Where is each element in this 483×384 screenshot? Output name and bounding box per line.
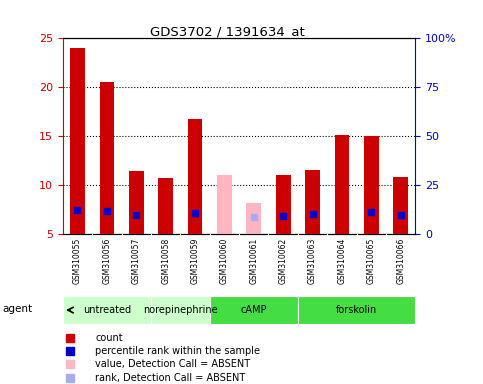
Bar — [63, 296, 151, 324]
Bar — [364, 136, 379, 234]
Bar — [217, 175, 232, 234]
Bar — [151, 296, 210, 324]
Text: GSM310062: GSM310062 — [279, 237, 288, 283]
Text: GSM310059: GSM310059 — [190, 237, 199, 284]
Text: GSM310055: GSM310055 — [73, 237, 82, 284]
Text: GSM310056: GSM310056 — [102, 237, 112, 284]
Text: GSM310064: GSM310064 — [338, 237, 346, 284]
Bar — [99, 83, 114, 234]
Text: GSM310057: GSM310057 — [132, 237, 141, 284]
Bar — [393, 177, 408, 234]
Text: agent: agent — [2, 304, 32, 314]
Text: untreated: untreated — [83, 305, 131, 315]
Text: GSM310058: GSM310058 — [161, 237, 170, 283]
Bar — [246, 203, 261, 234]
Bar — [158, 179, 173, 234]
Bar — [210, 296, 298, 324]
Text: count: count — [95, 333, 123, 343]
Text: rank, Detection Call = ABSENT: rank, Detection Call = ABSENT — [95, 372, 245, 382]
Bar — [188, 119, 202, 234]
Text: GSM310060: GSM310060 — [220, 237, 229, 284]
Bar — [298, 296, 415, 324]
Text: cAMP: cAMP — [241, 305, 267, 315]
Text: GSM310061: GSM310061 — [249, 237, 258, 283]
Bar — [276, 175, 290, 234]
Bar — [70, 48, 85, 234]
Text: value, Detection Call = ABSENT: value, Detection Call = ABSENT — [95, 359, 250, 369]
Text: GSM310066: GSM310066 — [396, 237, 405, 284]
Text: GSM310065: GSM310065 — [367, 237, 376, 284]
Text: forskolin: forskolin — [336, 305, 377, 315]
Text: percentile rank within the sample: percentile rank within the sample — [95, 346, 260, 356]
Text: norepinephrine: norepinephrine — [143, 305, 218, 315]
Bar — [129, 170, 143, 234]
Text: GSM310063: GSM310063 — [308, 237, 317, 284]
Bar — [305, 170, 320, 234]
Bar — [335, 135, 349, 234]
Text: GDS3702 / 1391634_at: GDS3702 / 1391634_at — [150, 25, 304, 38]
